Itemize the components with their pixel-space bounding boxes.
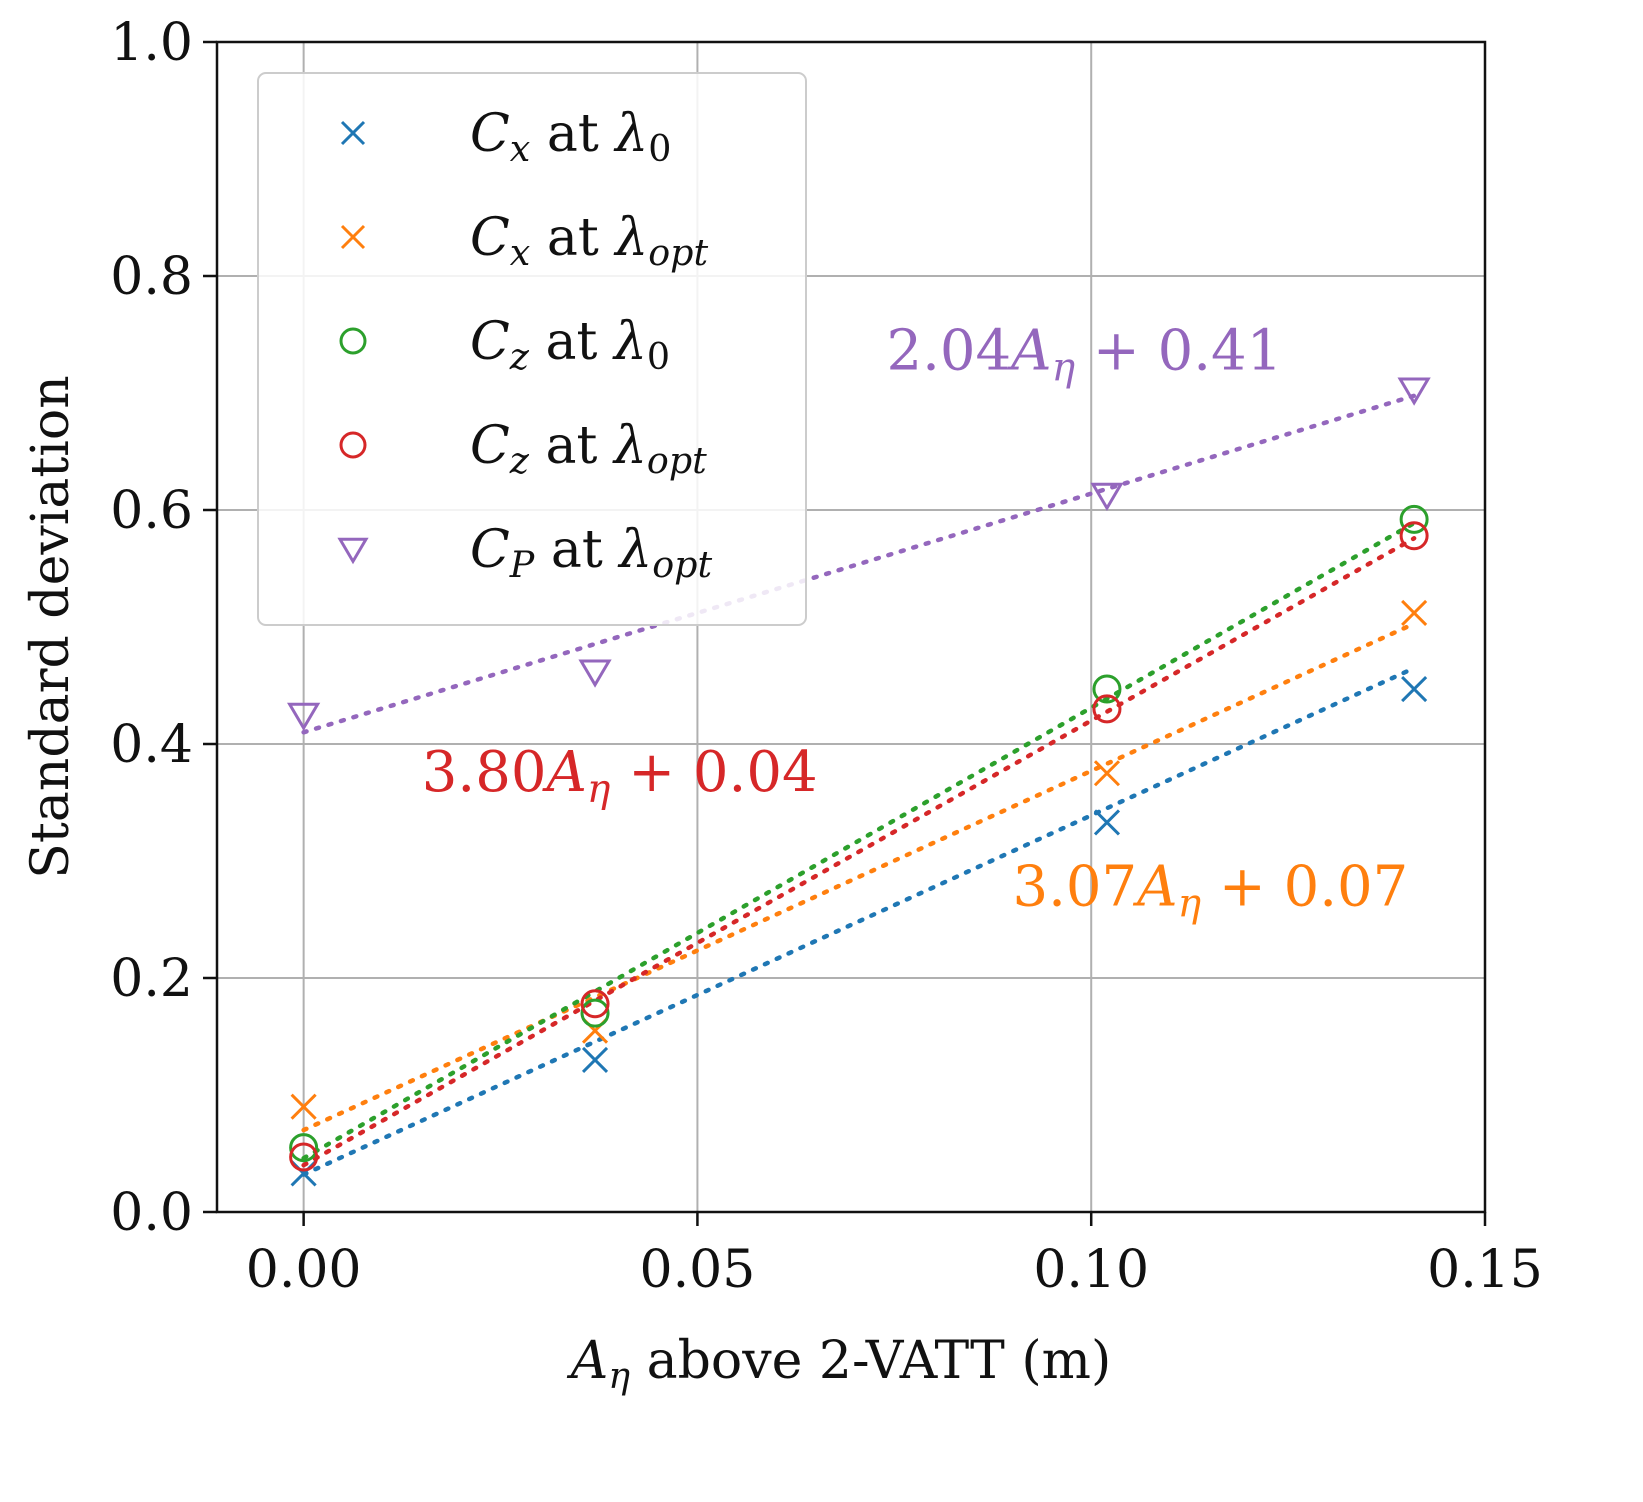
x-tick-label: 0.00	[246, 1240, 362, 1300]
data-point	[580, 998, 610, 1028]
legend-entry: Cz at λ0	[470, 312, 670, 378]
y-tick-label: 1.0	[110, 13, 193, 73]
data-point	[287, 702, 321, 732]
y-tick-label: 0.6	[110, 481, 193, 541]
legend-entry: Cx at λopt	[470, 208, 708, 274]
data-point	[1399, 521, 1429, 551]
legend-marker	[340, 120, 366, 146]
x-tick-label: 0.10	[1033, 1240, 1149, 1300]
y-tick-label: 0.4	[110, 715, 193, 775]
legend-entry: CP at λopt	[470, 520, 712, 586]
plot-frame	[215, 40, 1487, 1214]
y-tick-label: 0.8	[110, 247, 193, 307]
data-point	[1090, 482, 1124, 512]
data-point	[1092, 674, 1122, 704]
y-tick-label: 0.0	[110, 1183, 193, 1243]
data-point	[581, 1046, 609, 1073]
fit-line-2	[301, 520, 1417, 1161]
x-tick-label: 0.05	[640, 1240, 756, 1300]
x-tick-label: 0.15	[1427, 1240, 1543, 1300]
fit-equation: 3.80Aη + 0.04	[422, 740, 818, 812]
data-point	[1093, 809, 1121, 836]
data-point	[290, 1093, 317, 1120]
data-point	[1397, 377, 1431, 406]
data-point	[1399, 504, 1429, 534]
fit-lines	[301, 393, 1417, 1177]
legend: Cx at λ0 Cx at λopt Cz at λ0 Cz at λopt CP a…	[257, 72, 807, 626]
legend-marker	[339, 431, 367, 459]
data-point	[580, 989, 610, 1019]
fit-annotations: 2.04Aη + 0.41 3.80Aη + 0.04 3.07Aη + 0.07	[422, 319, 1409, 927]
data-points	[287, 377, 1431, 1187]
data-point	[1092, 694, 1122, 724]
fit-line-0	[301, 665, 1417, 1177]
data-point	[1093, 760, 1121, 787]
data-point	[289, 1142, 319, 1172]
fit-line-4	[301, 393, 1417, 735]
x-axis-label: Aη above 2-VATT (m)	[567, 1331, 1112, 1397]
fit-equation: 3.07Aη + 0.07	[1012, 854, 1408, 926]
y-axis-label: Standard deviation	[21, 375, 81, 878]
legend-marker	[337, 537, 369, 565]
fit-equation: 2.04Aη + 0.41	[886, 319, 1282, 391]
legend-box	[257, 72, 807, 626]
data-point	[1401, 675, 1428, 703]
data-point	[578, 659, 612, 688]
ticks: 0.00 0.05 0.10 0.15 0.0 0.2 0.4 0.6 0.8 1.0	[110, 13, 1543, 1300]
y-tick-label: 0.2	[110, 949, 193, 1009]
fit-line-3	[301, 536, 1417, 1168]
legend-marker	[340, 224, 366, 250]
fit-line-1	[301, 621, 1417, 1133]
data-point	[289, 1133, 319, 1163]
legend-marker	[339, 327, 367, 355]
legend-entry: Cz at λopt	[470, 416, 707, 482]
data-point	[1401, 599, 1428, 627]
legend-entry: Cx at λ0	[470, 104, 671, 170]
